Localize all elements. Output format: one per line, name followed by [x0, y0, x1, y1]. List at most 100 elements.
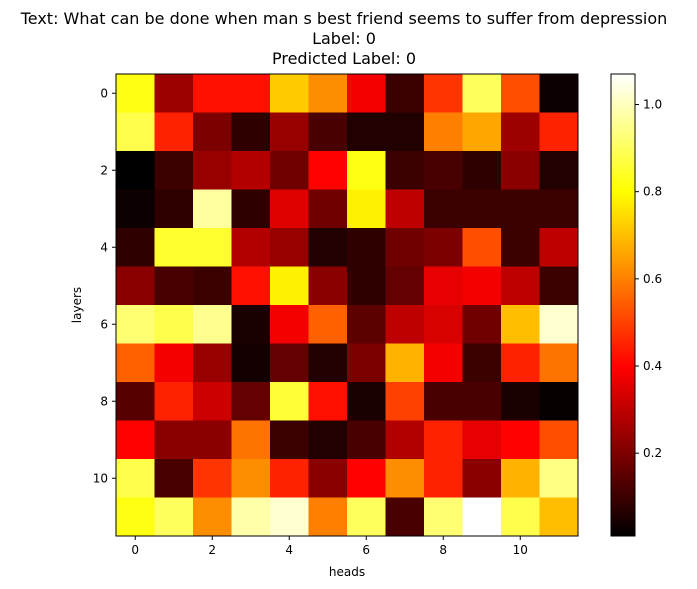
heatmap-cell [193, 459, 232, 498]
heatmap-cell [193, 189, 232, 229]
colorbar-ticks: 0.2 0.4 0.6 0.8 1.0 [635, 98, 662, 460]
y-axis-label: layers [70, 287, 84, 323]
heatmap-cell [347, 189, 386, 229]
heatmap-cell [462, 343, 502, 383]
heatmap-cell [347, 497, 386, 537]
heatmap-cell [347, 305, 386, 344]
heatmap-cell [270, 112, 309, 152]
heatmap-cell [308, 420, 348, 460]
heatmap-cell [116, 305, 155, 344]
heatmap-cell [539, 266, 579, 306]
heatmap-cell [193, 266, 232, 306]
heatmap-cell [308, 266, 348, 306]
heatmap-cell [385, 228, 425, 267]
heatmap-cell [501, 382, 540, 421]
heatmap-cell [539, 343, 579, 383]
heatmap-cell [270, 74, 309, 113]
chart-title-line-2: Label: 0 [312, 29, 376, 48]
heatmap-cell [231, 151, 271, 190]
heatmap-cell [270, 151, 309, 190]
heatmap-cell [347, 151, 386, 190]
heatmap-cell [154, 151, 194, 190]
heatmap-cell [154, 228, 194, 267]
heatmap-cell [501, 151, 540, 190]
heatmap-cell [539, 189, 579, 229]
heatmap-cell [270, 305, 309, 344]
heatmap-cell [154, 266, 194, 306]
heatmap-cell [154, 74, 194, 113]
heatmap-cell [270, 420, 309, 460]
heatmap-cell [385, 305, 425, 344]
heatmap-cell [539, 305, 579, 344]
heatmap-cell [347, 343, 386, 383]
heatmap-cell [385, 343, 425, 383]
heatmap-cell [424, 189, 463, 229]
heatmap-cell [308, 112, 348, 152]
heatmap-cell [154, 343, 194, 383]
heatmap-cell [501, 189, 540, 229]
heatmap-cell [539, 497, 579, 537]
heatmap-cell [424, 497, 463, 537]
heatmap-cell [462, 74, 502, 113]
plot-frame [115, 73, 579, 537]
heatmap-cell [385, 266, 425, 306]
heatmap-cell [154, 305, 194, 344]
x-tick-label: 6 [362, 543, 370, 557]
heatmap-cell [308, 305, 348, 344]
heatmap-cell [501, 497, 540, 537]
heatmap-cell [539, 420, 579, 460]
x-axis-label: heads [329, 565, 365, 579]
heatmap-cell [270, 497, 309, 537]
heatmap-cell [462, 382, 502, 421]
heatmap-cell [501, 266, 540, 306]
heatmap-cell [308, 74, 348, 113]
heatmap-cell [270, 266, 309, 306]
y-tick-label: 4 [100, 240, 108, 254]
chart-title-line-1: Text: What can be done when man s best f… [20, 9, 668, 28]
heatmap-cell [347, 74, 386, 113]
heatmap-cell [116, 459, 155, 498]
heatmap-cell [424, 382, 463, 421]
y-tick-label: 8 [100, 394, 108, 408]
heatmap-cell [231, 497, 271, 537]
heatmap-cell [385, 189, 425, 229]
heatmap-cell [154, 420, 194, 460]
heatmap-cell [231, 112, 271, 152]
heatmap-cell [501, 459, 540, 498]
heatmap-cell [501, 343, 540, 383]
heatmap-cell [154, 497, 194, 537]
heatmap-cell [116, 266, 155, 306]
colorbar-tick-label: 1.0 [643, 98, 662, 112]
heatmap-cell [462, 151, 502, 190]
heatmap-cell [501, 74, 540, 113]
y-tick-label: 0 [100, 86, 108, 100]
heatmap-cell [424, 420, 463, 460]
heatmap-cell [116, 497, 155, 537]
heatmap-cell [116, 112, 155, 152]
heatmap-cell [462, 189, 502, 229]
x-tick-label: 0 [131, 543, 139, 557]
heatmap-cell [462, 497, 502, 537]
heatmap-cell [231, 228, 271, 267]
heatmap-cell [154, 189, 194, 229]
x-tick-label: 4 [285, 543, 293, 557]
heatmap-cell [462, 266, 502, 306]
heatmap-cell [270, 228, 309, 267]
heatmap-cell [539, 151, 579, 190]
heatmap-cell [231, 305, 271, 344]
heatmap-cell [231, 343, 271, 383]
heatmap-cell [308, 497, 348, 537]
heatmap-cell [424, 112, 463, 152]
heatmap-cell [193, 420, 232, 460]
heatmap-cell [424, 228, 463, 267]
heatmap-cell [501, 305, 540, 344]
heatmap-cell [501, 420, 540, 460]
heatmap-cell [539, 228, 579, 267]
heatmap-cell [231, 459, 271, 498]
heatmap-cell [424, 266, 463, 306]
heatmap-cell [539, 459, 579, 498]
heatmap-cell [308, 382, 348, 421]
heatmap-cell [385, 112, 425, 152]
heatmap-cell [347, 459, 386, 498]
heatmap-cell [385, 74, 425, 113]
